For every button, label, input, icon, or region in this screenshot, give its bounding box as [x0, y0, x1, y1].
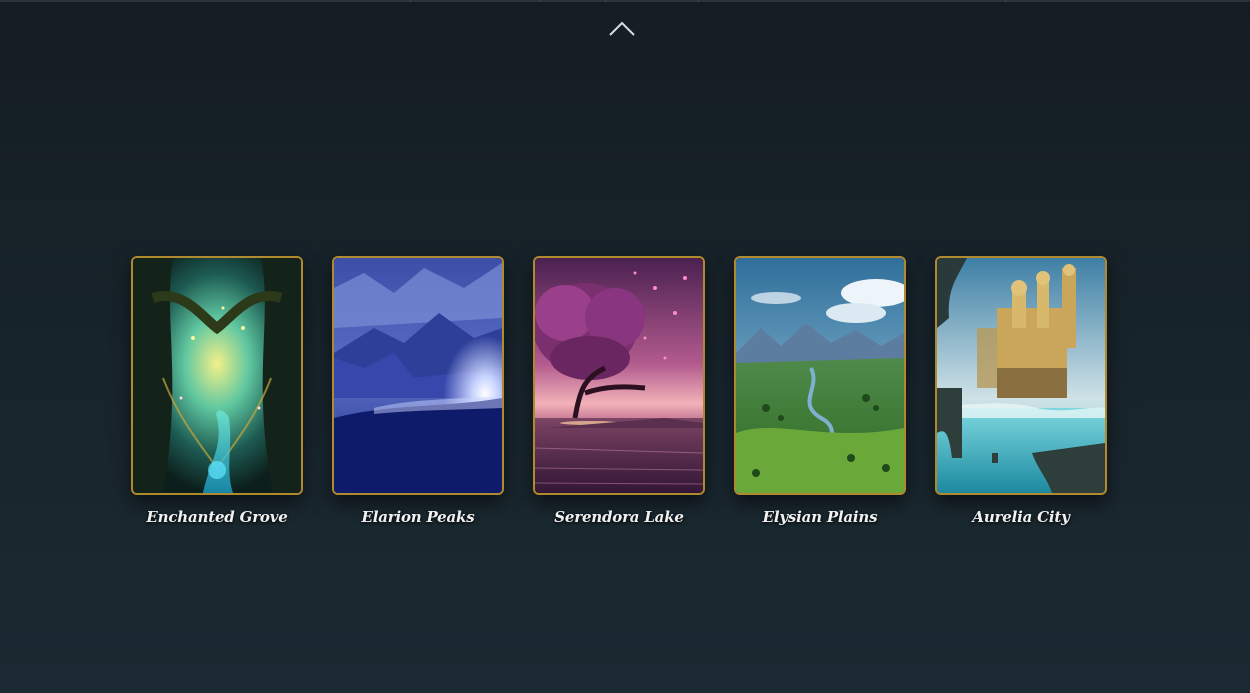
location-card-elarion-peaks[interactable]: Elarion Peaks	[332, 256, 504, 526]
location-card-serendora-lake[interactable]: Serendora Lake	[533, 256, 705, 526]
location-card-elysian-plains[interactable]: Elysian Plains	[734, 256, 906, 526]
card-label: Aurelia City	[972, 508, 1070, 526]
card-frame	[935, 256, 1107, 495]
green-valley-river-image	[736, 258, 904, 493]
location-card-aurelia-city[interactable]: Aurelia City	[935, 256, 1107, 526]
blossom-tree-lake-image	[535, 258, 703, 493]
location-card-list: Enchanted Grove	[131, 256, 1107, 526]
top-strip-divider	[540, 0, 541, 2]
card-frame	[332, 256, 504, 495]
blue-mountains-image	[334, 258, 502, 493]
golden-city-waterfall-image	[937, 258, 1105, 493]
card-frame	[131, 256, 303, 495]
top-strip-divider	[410, 0, 411, 2]
collapse-toggle-button[interactable]	[604, 14, 640, 44]
card-label: Serendora Lake	[554, 508, 684, 526]
card-label: Elysian Plains	[762, 508, 878, 526]
top-strip-divider	[1005, 0, 1006, 2]
enchanted-forest-image	[133, 258, 301, 493]
card-label: Elarion Peaks	[361, 508, 475, 526]
top-edge-strip	[0, 0, 1250, 2]
location-card-enchanted-grove[interactable]: Enchanted Grove	[131, 256, 303, 526]
card-frame	[533, 256, 705, 495]
card-label: Enchanted Grove	[146, 508, 288, 526]
top-strip-divider	[605, 0, 606, 2]
top-strip-divider	[698, 0, 699, 2]
chevron-up-icon	[609, 21, 635, 36]
card-frame	[734, 256, 906, 495]
